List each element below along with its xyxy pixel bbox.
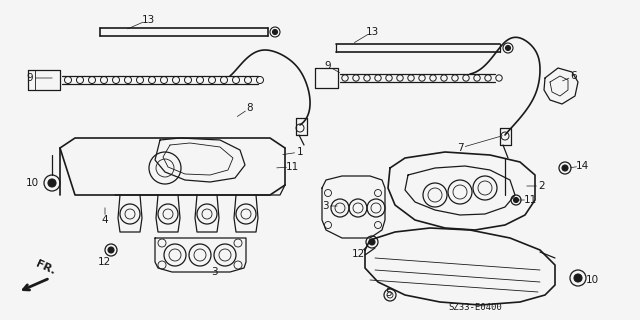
Text: 4: 4 bbox=[102, 215, 108, 225]
Circle shape bbox=[562, 165, 568, 171]
Text: 12: 12 bbox=[97, 257, 111, 267]
Text: 11: 11 bbox=[285, 162, 299, 172]
Circle shape bbox=[108, 247, 114, 253]
Text: FR.: FR. bbox=[35, 258, 58, 276]
Text: 8: 8 bbox=[246, 103, 253, 113]
Text: 14: 14 bbox=[575, 161, 589, 171]
Circle shape bbox=[369, 239, 375, 245]
Circle shape bbox=[273, 29, 278, 35]
Text: 9: 9 bbox=[27, 73, 33, 83]
Text: 3: 3 bbox=[322, 201, 328, 211]
Text: SZ33-E0400: SZ33-E0400 bbox=[448, 303, 502, 313]
Text: 2: 2 bbox=[539, 181, 545, 191]
Circle shape bbox=[48, 179, 56, 187]
Text: 10: 10 bbox=[26, 178, 38, 188]
Text: 6: 6 bbox=[571, 71, 577, 81]
Text: 13: 13 bbox=[141, 15, 155, 25]
Text: 1: 1 bbox=[297, 147, 303, 157]
Circle shape bbox=[574, 274, 582, 282]
Text: 11: 11 bbox=[524, 195, 536, 205]
Circle shape bbox=[513, 197, 518, 203]
Circle shape bbox=[506, 45, 511, 51]
Text: 9: 9 bbox=[324, 61, 332, 71]
Text: 13: 13 bbox=[365, 27, 379, 37]
Text: 3: 3 bbox=[211, 267, 218, 277]
Text: 5: 5 bbox=[385, 288, 391, 298]
Text: 10: 10 bbox=[586, 275, 598, 285]
Text: 7: 7 bbox=[457, 143, 463, 153]
Text: 12: 12 bbox=[351, 249, 365, 259]
